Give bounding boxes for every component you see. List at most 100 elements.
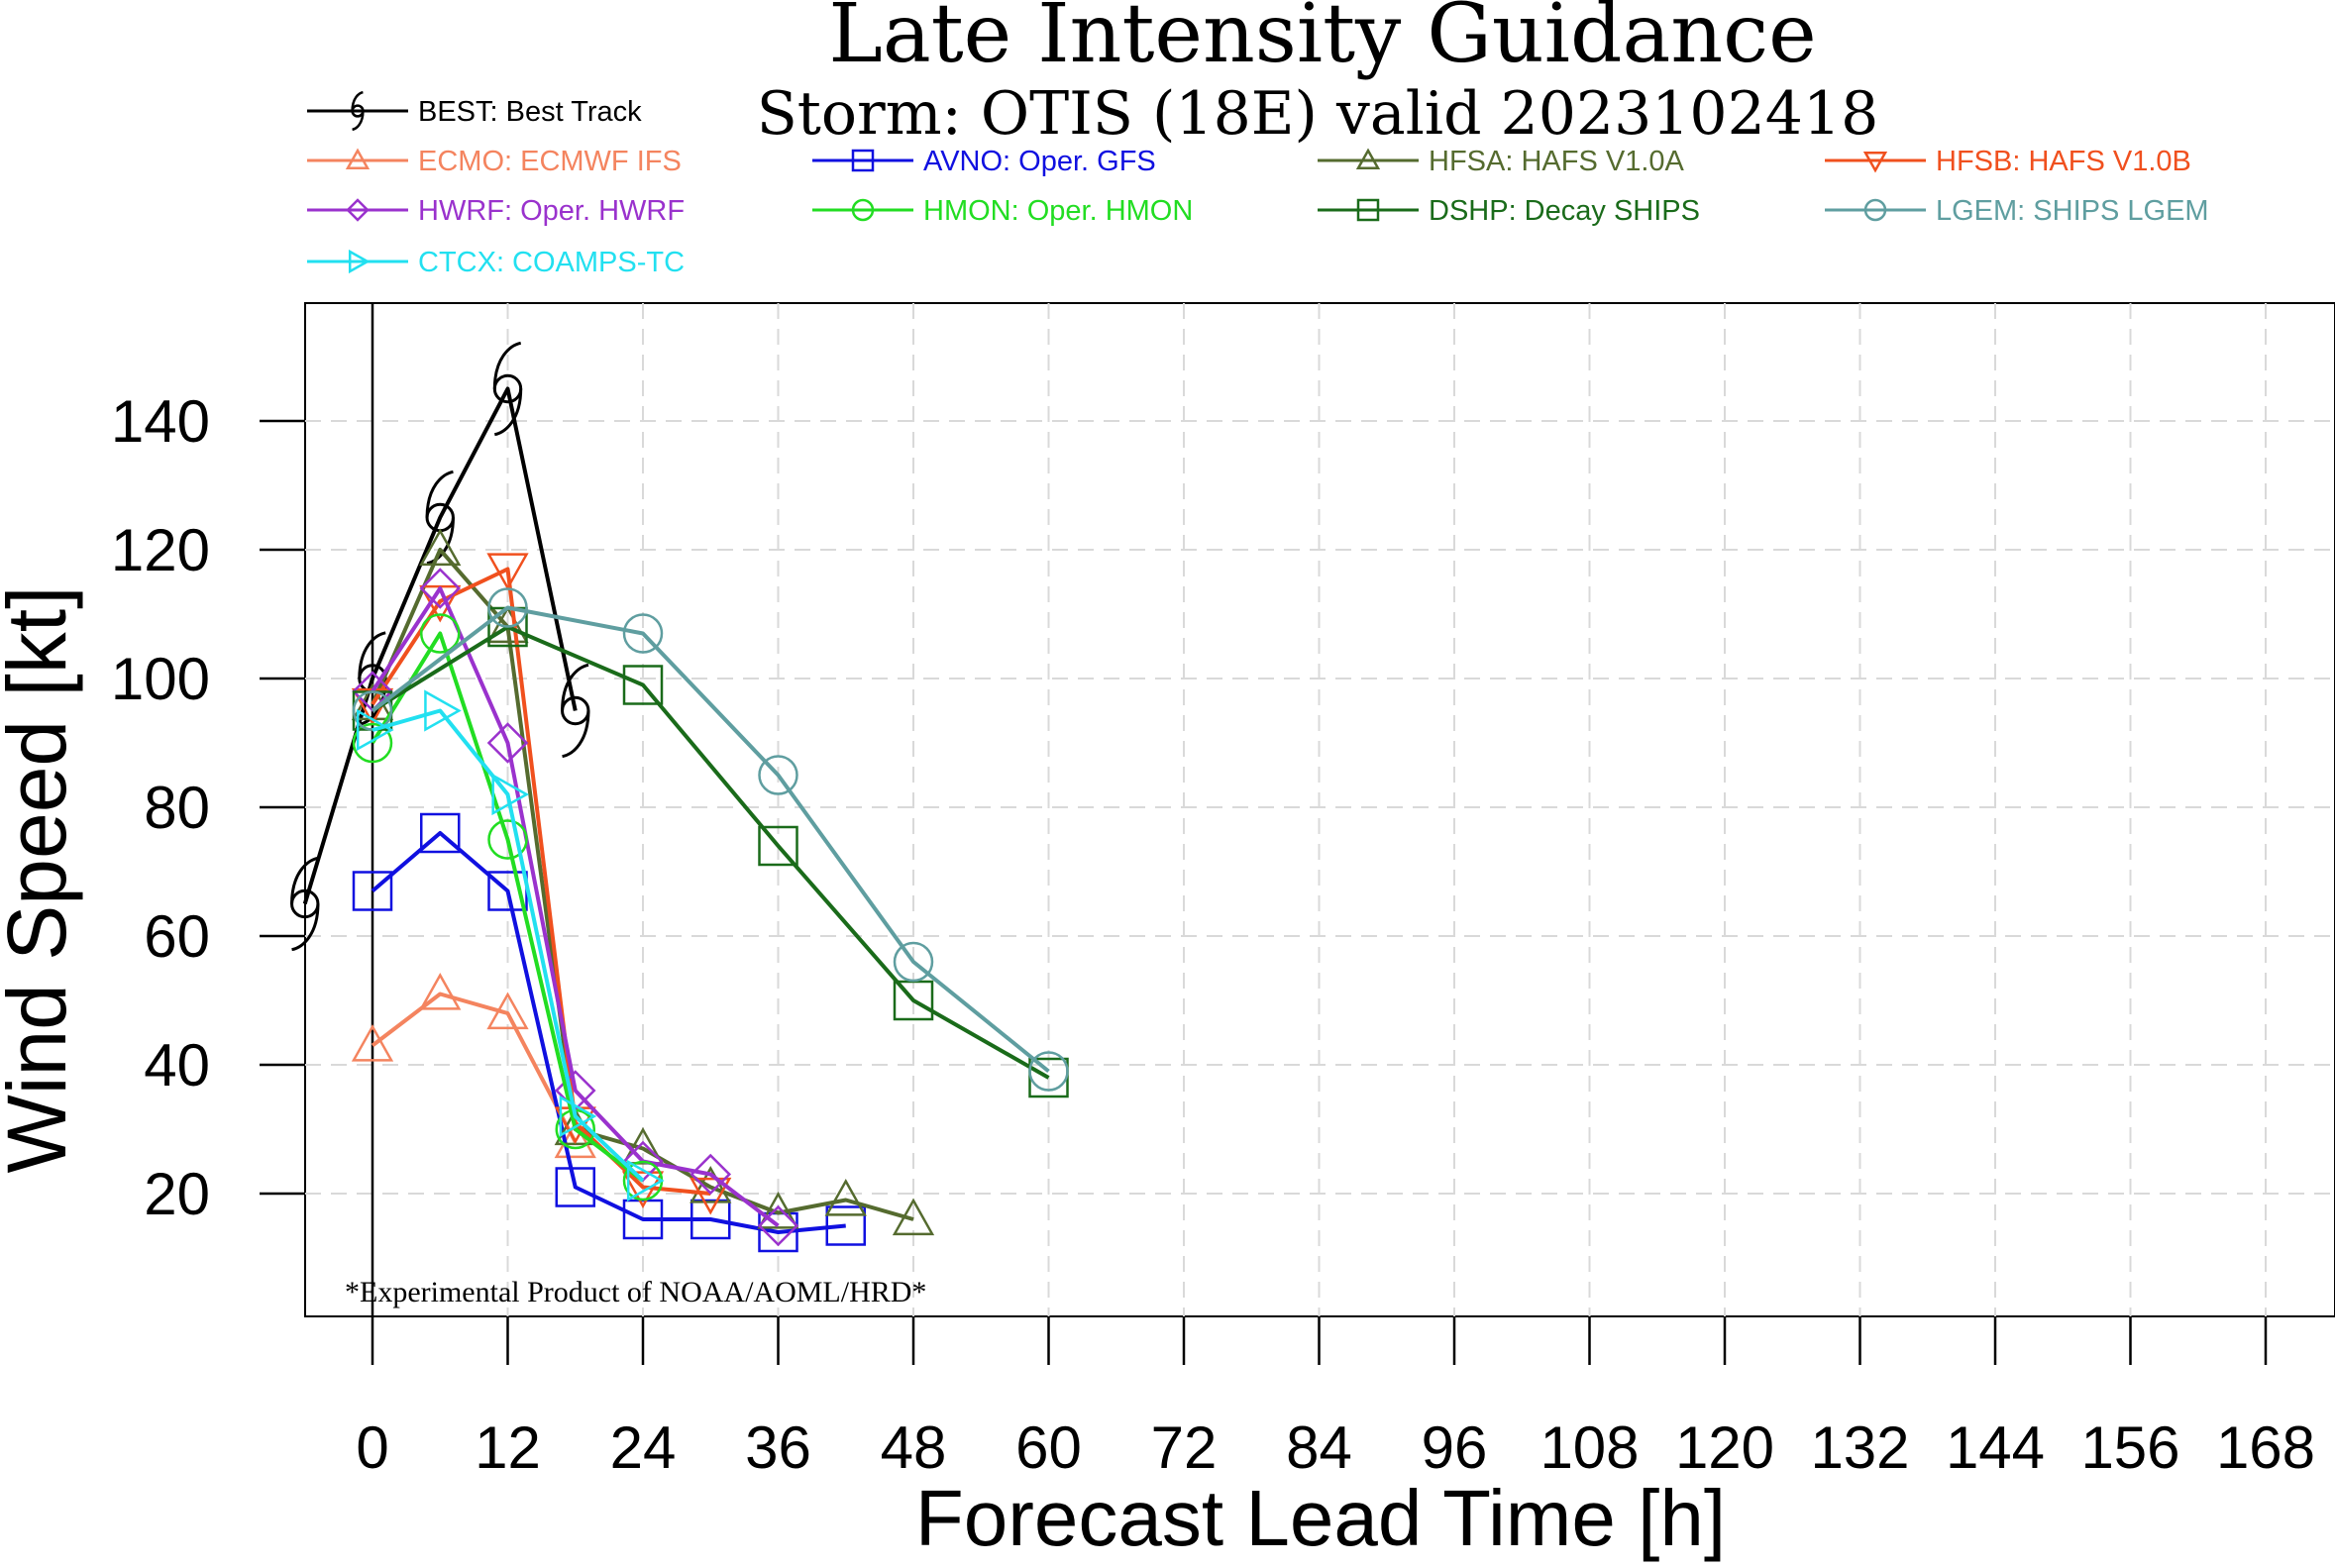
series-line [371,992,578,1143]
x-tick-label: 132 [1810,1414,1909,1481]
x-tick-label: 96 [1422,1414,1488,1481]
legend-marker [851,149,875,172]
y-tick-label: 140 [111,388,210,455]
series-line [371,605,1050,1074]
series-line [371,631,645,1183]
legend-item: DSHP: Decay SHIPS [1318,195,1700,227]
series-group [290,341,1069,1253]
legend-marker [351,90,365,132]
legend-marker [1862,151,1888,173]
legend-marker [348,249,371,274]
legend-marker [346,198,370,222]
series-ctcx [356,689,665,1202]
legend-item: AVNO: Oper. GFS [812,146,1156,177]
legend-marker [1356,198,1380,222]
legend-item: HFSB: HAFS V1.0B [1825,146,2191,177]
data-point [486,722,529,764]
x-tick-label: 120 [1675,1414,1774,1481]
legend-item: CTCX: COAMPS-TC [307,247,685,278]
legend-label: CTCX: COAMPS-TC [418,247,685,278]
x-tick-label: 24 [610,1414,677,1481]
data-point [622,613,664,654]
data-point [622,665,664,705]
x-tick-label: 48 [881,1414,947,1481]
data-point [561,663,590,759]
plot-area: *Experimental Product of NOAA/AOML/HRD* [290,302,2335,1317]
data-point [690,1177,732,1215]
legend-marker [1355,148,1381,170]
data-point [690,1153,732,1196]
series-line [371,625,1050,1080]
x-tick-label: 156 [2080,1414,2179,1481]
legend-marker [345,148,371,170]
data-point [555,1167,595,1207]
data-point [352,871,393,911]
legend-label: ECMO: ECMWF IFS [418,146,682,177]
y-tick-label: 120 [111,517,210,583]
series-avno [352,812,866,1253]
data-point [757,1204,799,1247]
series-line [302,386,578,905]
legend-item: BEST: Best Track [307,90,642,132]
y-axis: 20 40 60 80 100 120 140 [111,388,305,1227]
data-point [356,708,394,752]
data-point [351,1023,394,1062]
x-axis: 0 12 24 36 48 60 72 84 96 108 120 132 144 156 168 [356,1316,2315,1481]
legend-item: ECMO: ECMWF IFS [307,146,682,177]
x-tick-label: 168 [2216,1414,2315,1481]
chart-title: Late Intensity Guidance [828,0,1816,81]
data-point [487,587,528,628]
legend-item: HWRF: Oper. HWRF [307,195,685,227]
y-tick-label: 40 [144,1032,210,1098]
y-axis-label: Wind Speed [kt] [0,586,83,1174]
series-line [371,708,645,1183]
x-tick-label: 84 [1286,1414,1352,1481]
legend-item: LGEM: SHIPS LGEM [1825,195,2209,227]
series-lgem [352,587,1069,1092]
legend: BEST: Best Track ECMO: ECMWF IFS AVNO: Ope… [307,90,2209,278]
x-axis-label: Forecast Lead Time [h] [915,1474,1726,1562]
data-point [290,856,320,952]
x-tick-label: 0 [356,1414,388,1481]
legend-label: BEST: Best Track [418,96,642,128]
series-best [290,341,590,952]
footnote: *Experimental Product of NOAA/AOML/HRD* [345,1276,926,1308]
data-point [424,689,462,732]
legend-label: HWRF: Oper. HWRF [418,195,685,227]
data-point [621,1171,665,1209]
x-tick-label: 36 [745,1414,811,1481]
legend-label: HFSB: HAFS V1.0B [1936,146,2191,177]
x-tick-label: 72 [1151,1414,1218,1481]
x-tick-label: 60 [1015,1414,1082,1481]
data-point [420,613,461,654]
data-point [824,1178,867,1216]
data-point [559,1095,597,1138]
data-point [757,1191,799,1229]
x-tick-label: 144 [1946,1414,2045,1481]
data-point [486,553,529,591]
legend-item: HFSA: HAFS V1.0A [1318,146,1685,177]
legend-label: DSHP: Decay SHIPS [1429,195,1700,227]
data-point [690,1199,731,1240]
data-point [492,341,523,437]
series-hwrf [352,568,799,1247]
y-tick-label: 60 [144,903,210,970]
grid-lines [305,303,2335,1316]
legend-marker [1863,198,1887,222]
y-tick-label: 20 [144,1161,210,1227]
data-point [758,825,798,867]
data-point [419,972,462,1010]
data-point [491,773,530,816]
data-point [825,1205,866,1246]
legend-label: HMON: Oper. HMON [923,195,1193,227]
legend-label: LGEM: SHIPS LGEM [1936,195,2209,227]
data-point [419,568,462,609]
data-point [486,992,529,1030]
data-point [419,528,462,567]
series-line [371,586,780,1228]
x-tick-label: 108 [1539,1414,1639,1481]
data-point [893,941,934,983]
data-point [487,819,528,860]
x-tick-label: 12 [475,1414,541,1481]
